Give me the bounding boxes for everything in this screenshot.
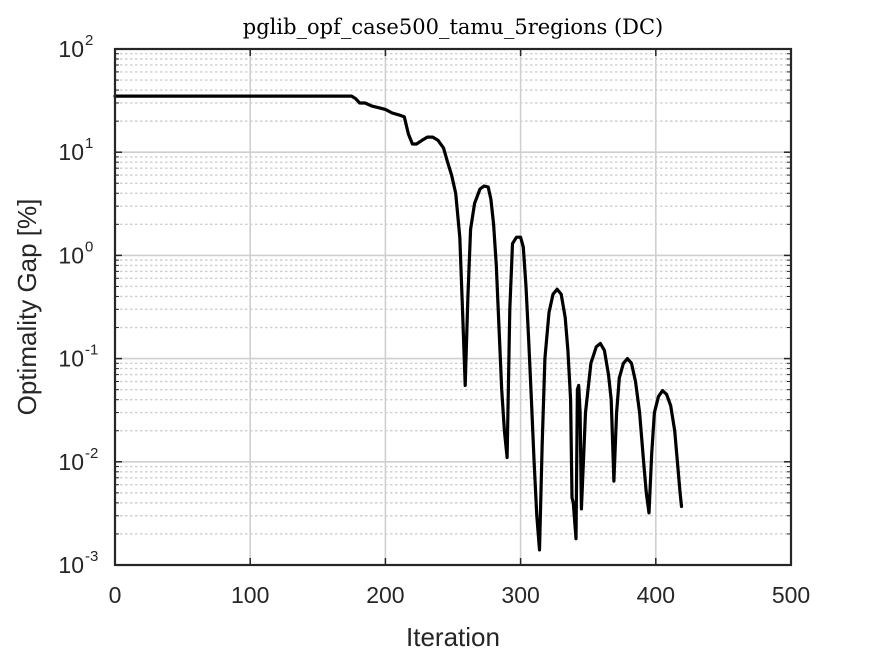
x-tick-label: 100 (231, 582, 269, 608)
y-tick-exponent: -1 (85, 342, 98, 359)
y-tick-label: 10 (58, 139, 84, 165)
y-axis-label: Optimality Gap [%] (12, 199, 42, 416)
y-tick-exponent: -3 (85, 548, 98, 565)
y-tick-exponent: 1 (85, 135, 93, 152)
chart-title: pglib_opf_case500_tamu_5regions (DC) (243, 15, 663, 39)
y-tick-exponent: 0 (85, 238, 93, 255)
x-tick-label: 500 (772, 582, 810, 608)
y-tick-label: 10 (58, 552, 84, 578)
y-tick-exponent: -2 (85, 445, 98, 462)
series-group (113, 94, 684, 552)
y-tick-exponent: 2 (85, 32, 93, 49)
y-tick-label: 10 (58, 36, 84, 62)
y-tick-label: 10 (58, 449, 84, 475)
y-tick-label: 10 (58, 346, 84, 372)
x-tick-label: 400 (637, 582, 675, 608)
grid (114, 48, 792, 566)
x-tick-label: 200 (366, 582, 404, 608)
tick-group (114, 48, 792, 566)
x-axis-label: Iteration (406, 622, 500, 652)
x-tick-label: 300 (501, 582, 539, 608)
series-line (113, 94, 684, 552)
x-tick-label: 0 (109, 582, 122, 608)
y-tick-label: 10 (58, 242, 84, 268)
plot-frame (113, 47, 793, 567)
